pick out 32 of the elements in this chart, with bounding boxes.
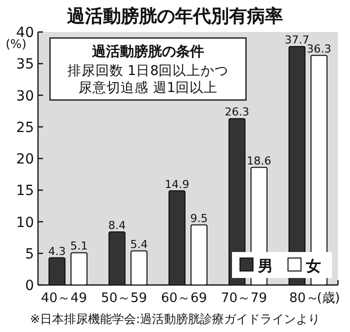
data-label: 9.5 [190,212,208,225]
data-label: 37.7 [284,34,310,47]
x-tick-label: 70～79 [220,291,268,306]
annotation: 過活動膀胱の条件 [91,43,204,60]
legend-label: 女 [305,257,321,275]
y-tick-label: 5 [25,246,34,262]
data-label: 8.4 [108,218,126,232]
y-tick-label: 10 [16,214,34,231]
text: ※日本排尿機能学会:過活動膀胱診療ガイドラインより [30,312,320,326]
data-label: 18.6 [246,154,272,168]
y-tick-label: 15 [16,183,34,200]
data-label: 5.1 [70,240,88,253]
data-label: 14.9 [164,178,190,191]
annotation: 排尿回数 1日8回以上かつ [67,63,229,79]
x-tick-label: 40～49 [40,291,88,306]
data-label: 36.3 [306,42,332,56]
chart-title: 過活動膀胱の年代別有病率 [66,6,283,27]
x-axis-title: (歳) [316,291,340,306]
data-label: 4.3 [48,244,66,258]
y-tick-label: 20 [16,152,34,168]
data-label: 5.4 [130,238,148,251]
y-tick-label: 25 [16,120,34,136]
y-tick-label: 0 [25,278,34,294]
x-tick-label: 80～ [289,291,319,306]
x-tick-label: 50～59 [100,291,148,306]
data-label: 26.3 [224,106,250,119]
y-tick-label: 35 [16,56,34,73]
annotation: 尿意切迫感 週1回以上 [78,80,218,96]
y-axis-title: (%) [6,37,26,51]
legend-label: 男 [257,257,273,275]
x-tick-label: 60～69 [160,291,208,306]
y-tick-label: 30 [16,88,34,104]
